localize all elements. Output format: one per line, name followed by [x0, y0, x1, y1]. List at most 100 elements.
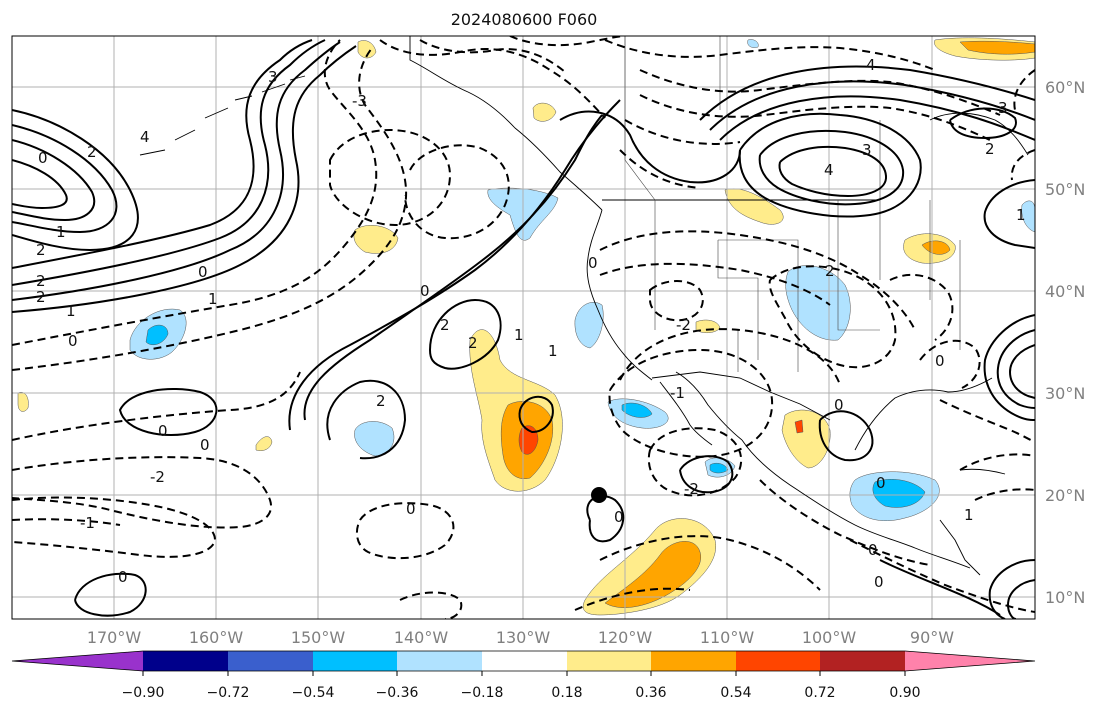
colorbar-segment	[313, 651, 397, 671]
contour-label: -1	[670, 384, 685, 402]
contour-label: 0	[406, 500, 416, 518]
cuba-central-america	[939, 468, 1006, 576]
contour-label: 2	[376, 392, 386, 410]
dashed-contours	[12, 36, 1035, 619]
contour-label: 0	[198, 263, 208, 281]
contour-label: 0	[118, 568, 128, 586]
colorbar-tick-label: −0.72	[207, 685, 250, 701]
lat-label-10n: 10°N	[1045, 588, 1085, 607]
positive-anomaly-small-5	[255, 436, 273, 451]
lon-label-170w: 170°W	[87, 628, 142, 647]
positive-anomaly-northeast	[724, 188, 784, 225]
lon-label-130w: 130°W	[496, 628, 551, 647]
lon-label-160w: 160°W	[189, 628, 244, 647]
positive-anomaly-small-4	[695, 319, 721, 333]
lat-label-50n: 50°N	[1045, 180, 1085, 199]
contour-label: 1	[548, 342, 558, 360]
contour-label: 0	[158, 422, 168, 440]
contour-label: 1	[964, 506, 974, 524]
contour-label: -2	[684, 480, 699, 498]
greenland-hudson	[929, 112, 1029, 156]
contour-label: 0	[868, 541, 878, 559]
colorbar-segment	[651, 651, 736, 671]
contour-label: 2	[36, 272, 46, 290]
colorbar-segment	[820, 651, 905, 671]
positive-anomaly-arctic-core	[959, 40, 1035, 55]
us-mexico-border	[651, 371, 831, 421]
map-area: 4 4 4 3 3 3 2 2 2 2 2 2 2 2 2 0 0 0 0 0 …	[12, 36, 1035, 619]
lat-label-40n: 40°N	[1045, 282, 1085, 301]
canada-provinces	[624, 36, 881, 201]
contour-label: 1	[56, 223, 66, 241]
positive-anomaly-south-core	[604, 541, 702, 608]
contour-label: 2	[87, 143, 97, 161]
aleutian-islands	[139, 75, 306, 156]
contour-label: 2	[985, 140, 995, 158]
map-frame	[11, 35, 1036, 620]
colorbar-tick-label: 0.72	[804, 685, 835, 701]
colorbar-segment	[736, 651, 820, 671]
contour-label: 2	[468, 334, 478, 352]
positive-anomaly-small-3	[357, 40, 377, 59]
colorbar-extend-high	[905, 651, 1035, 671]
colorbar-tick-label: −0.36	[376, 685, 419, 701]
colorbar-extend-low	[12, 651, 143, 671]
lon-label-120w: 120°W	[598, 628, 653, 647]
contour-label: 4	[824, 161, 834, 179]
map-title: 2024080600 F060	[450, 10, 598, 29]
lon-label-150w: 150°W	[291, 628, 346, 647]
contour-label: 0	[200, 436, 210, 454]
contour-label: 0	[420, 282, 430, 300]
colorbar-segment	[228, 651, 313, 671]
colorbar-segment	[567, 651, 651, 671]
alaska-coast	[409, 36, 603, 211]
lon-label-100w: 100°W	[802, 628, 857, 647]
contour-label: 1	[1016, 206, 1026, 224]
colorbar-segment	[397, 651, 482, 671]
gulf-coast	[854, 377, 993, 451]
contour-label: 2	[825, 262, 835, 280]
positive-anomaly-gulf	[781, 409, 831, 469]
contour-label: 0	[614, 508, 624, 526]
contour-label: 3	[862, 141, 872, 159]
negative-anomaly-california	[574, 302, 604, 349]
contour-label: -2	[150, 468, 165, 486]
positive-anomaly-small-2	[532, 102, 557, 122]
contour-label: 0	[876, 474, 886, 492]
lon-label-140w: 140°W	[394, 628, 449, 647]
colorbar-tick-label: −0.54	[292, 685, 335, 701]
contour-label: 1	[66, 302, 76, 320]
colorbar-tick-label: 0.18	[551, 685, 582, 701]
lat-label-20n: 20°N	[1045, 486, 1085, 505]
contour-label: -1	[80, 514, 95, 532]
contour-labels: 4 4 4 3 3 3 2 2 2 2 2 2 2 2 2 0 0 0 0 0 …	[36, 56, 1026, 591]
contour-label: -3	[352, 92, 367, 110]
baja-peninsula	[659, 371, 743, 446]
contour-label: 3	[268, 68, 278, 86]
contour-label: 3	[998, 99, 1008, 117]
lon-label-90w: 90°W	[910, 628, 954, 647]
longitude-labels: 170°W 160°W 150°W 140°W 130°W 120°W 110°…	[87, 628, 954, 647]
latitude-labels: 60°N 50°N 40°N 30°N 20°N 10°N	[1045, 78, 1085, 607]
storm-center-marker	[591, 487, 607, 503]
shaded-anomalies	[17, 37, 1035, 616]
contour-label: 0	[834, 396, 844, 414]
colorbar-segment	[143, 651, 228, 671]
contour-label: 0	[935, 352, 945, 370]
contour-label: 4	[866, 56, 876, 74]
negative-anomaly-small-alaska	[747, 39, 759, 48]
contour-label: 2	[440, 316, 450, 334]
colorbar-tick-label: 0.36	[635, 685, 666, 701]
colorbar: −0.90 −0.72 −0.54 −0.36 −0.18 0.18 0.36 …	[11, 650, 1036, 701]
contour-label: 2	[36, 241, 46, 259]
contour-label: 0	[38, 149, 48, 167]
colorbar-segment	[482, 651, 567, 671]
pacific-coast	[586, 209, 653, 381]
lat-label-30n: 30°N	[1045, 384, 1085, 403]
negative-anomaly-central	[354, 421, 395, 457]
colorbar-tick-label: −0.18	[461, 685, 504, 701]
negative-anomaly-plains	[785, 265, 851, 341]
negative-anomaly-baja-core	[621, 402, 653, 418]
positive-anomaly-gulf-core	[794, 419, 804, 434]
